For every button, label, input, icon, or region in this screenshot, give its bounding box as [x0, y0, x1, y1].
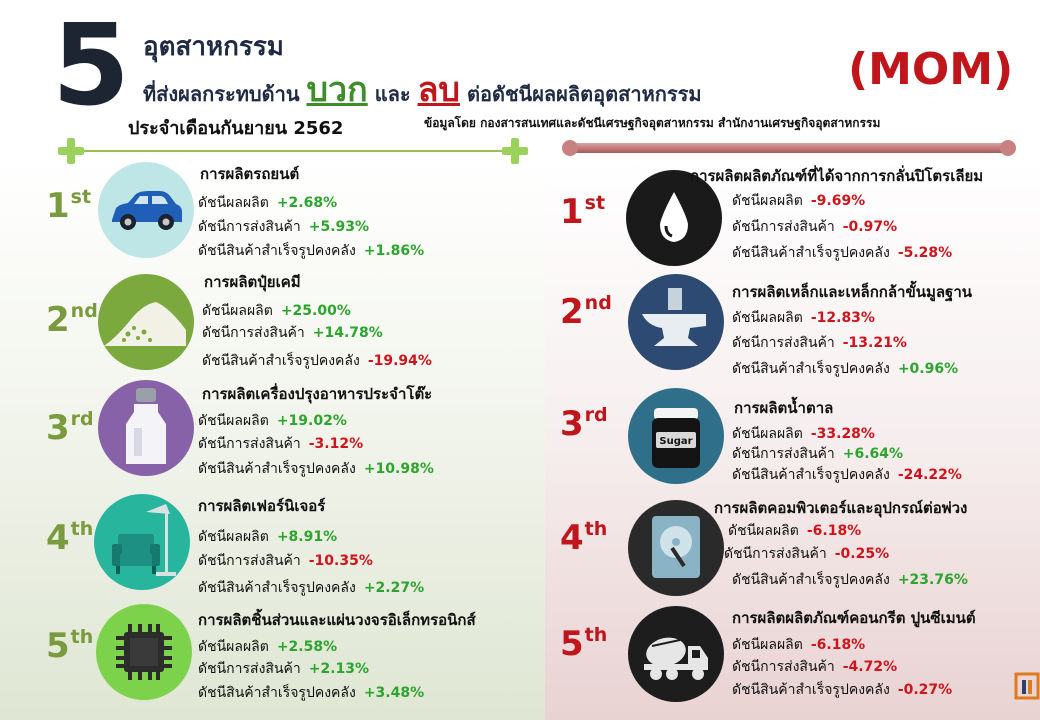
- rank-label: 2nd: [46, 300, 98, 340]
- output-index-line: ดัชนีผลผลิต +19.02%: [198, 413, 347, 429]
- output-index-line: ดัชนีผลผลิต -12.83%: [732, 310, 875, 326]
- inventory-index-line: ดัชนีสินค้าสำเร็จรูปคงคลัง +10.98%: [198, 461, 434, 477]
- shipment-index-line: ดัชนีการส่งสินค้า -0.25%: [724, 546, 890, 562]
- inventory-index-line: ดัชนีสินค้าสำเร็จรูปคงคลัง -5.28%: [732, 245, 953, 261]
- title-post: ต่อดัชนีผลผลิตอุตสาหกรรม: [466, 82, 702, 106]
- item-title: การผลิตชิ้นส่วนและแผ่นวงจรอิเล็กทรอนิกส์: [198, 611, 476, 629]
- output-index-line: ดัชนีผลผลิต -6.18%: [732, 637, 866, 653]
- item-title: การผลิตคอมพิวเตอร์และอุปกรณ์ต่อพ่วง: [714, 499, 968, 517]
- output-index-line: ดัชนีผลผลิต -33.28%: [732, 426, 875, 442]
- negative-word: ลบ: [417, 70, 460, 110]
- shipment-index-line: ดัชนีการส่งสินค้า +5.93%: [198, 219, 370, 235]
- title-conjunction: และ: [374, 82, 411, 106]
- fertilizer-pile-icon: [98, 274, 194, 370]
- cement-mixer-truck-icon: [628, 606, 724, 702]
- item-title: การผลิตผลิตภัณฑ์ที่ได้จากการกลั่นปิโตรเล…: [690, 167, 984, 185]
- item-title: การผลิตเครื่องปรุงอาหารประจำโต๊ะ: [202, 385, 433, 403]
- oil-drop-icon: [626, 170, 722, 266]
- rank-label: 4th: [46, 518, 94, 558]
- microchip-icon: [96, 604, 192, 700]
- sugar-jar-icon: Sugar: [628, 388, 724, 484]
- positive-panel-background: [0, 160, 545, 720]
- rank-label: 5th: [46, 626, 94, 666]
- anvil-icon: [628, 274, 724, 370]
- title-pre: ที่ส่งผลกระทบด้าน: [143, 82, 300, 106]
- inventory-index-line: ดัชนีสินค้าสำเร็จรูปคงคลัง +2.27%: [198, 580, 425, 596]
- inventory-index-line: ดัชนีสินค้าสำเร็จรูปคงคลัง -0.27%: [732, 682, 953, 698]
- rank-label: 3rd: [560, 404, 608, 444]
- item-title: การผลิตปุ๋ยเคมี: [204, 273, 301, 291]
- inventory-index-line: ดัชนีสินค้าสำเร็จรูปคงคลัง +23.76%: [732, 572, 968, 588]
- output-index-line: ดัชนีผลผลิต +25.00%: [202, 303, 351, 319]
- rank-label: 5th: [560, 624, 608, 664]
- rank-label: 2nd: [560, 292, 612, 332]
- output-index-line: ดัชนีผลผลิต +2.68%: [198, 195, 338, 211]
- oie-logo: [1014, 672, 1040, 706]
- title-line1: อุตสาหกรรม: [143, 32, 284, 62]
- output-index-line: ดัชนีผลผลิต +2.58%: [198, 639, 338, 655]
- shipment-index-line: ดัชนีการส่งสินค้า +6.64%: [732, 446, 904, 462]
- period-label: ประจำเดือนกันยายน 2562: [128, 118, 344, 139]
- negative-panel-background: [545, 160, 1040, 720]
- shipment-index-line: ดัชนีการส่งสินค้า -3.12%: [198, 436, 364, 452]
- positive-divider: [60, 150, 520, 152]
- output-index-line: ดัชนีผลผลิต +8.91%: [198, 529, 338, 545]
- item-title: การผลิตผลิตภัณฑ์คอนกรีต ปูนซีเมนต์: [732, 609, 976, 627]
- item-title: การผลิตน้ำตาล: [734, 399, 834, 417]
- plus-icon: [58, 138, 84, 164]
- item-title: การผลิตเหล็กและเหล็กกล้าขั้นมูลฐาน: [732, 283, 973, 301]
- inventory-index-line: ดัชนีสินค้าสำเร็จรูปคงคลัง +3.48%: [198, 685, 425, 701]
- rank-label: 1st: [46, 186, 92, 226]
- mom-badge: (MOM): [848, 44, 1014, 95]
- output-index-line: ดัชนีผลผลิต -9.69%: [732, 193, 866, 209]
- source-note: ข้อมูลโดย กองสารสนเทศและดัชนีเศรษฐกิจอุต…: [424, 116, 881, 130]
- plus-icon: [502, 138, 528, 164]
- inventory-index-line: ดัชนีสินค้าสำเร็จรูปคงคลัง +1.86%: [198, 243, 425, 259]
- jar-label: Sugar: [659, 436, 692, 447]
- condiment-bottle-icon: [98, 380, 194, 476]
- armchair-lamp-icon: [94, 494, 190, 590]
- output-index-line: ดัชนีผลผลิต -6.18%: [728, 523, 862, 539]
- positive-word: บวก: [306, 70, 368, 110]
- inventory-index-line: ดัชนีสินค้าสำเร็จรูปคงคลัง +0.96%: [732, 361, 959, 377]
- hard-disk-icon: [628, 500, 724, 596]
- shipment-index-line: ดัชนีการส่งสินค้า +2.13%: [198, 661, 370, 677]
- shipment-index-line: ดัชนีการส่งสินค้า -13.21%: [732, 335, 907, 351]
- item-title: การผลิตเฟอร์นิเจอร์: [198, 497, 326, 515]
- rank-label: 1st: [560, 192, 606, 232]
- inventory-index-line: ดัชนีสินค้าสำเร็จรูปคงคลัง -24.22%: [732, 467, 962, 483]
- shipment-index-line: ดัชนีการส่งสินค้า +14.78%: [202, 325, 383, 341]
- rank-label: 4th: [560, 518, 608, 558]
- shipment-index-line: ดัชนีการส่งสินค้า -4.72%: [732, 659, 898, 675]
- shipment-index-line: ดัชนีการส่งสินค้า -10.35%: [198, 553, 373, 569]
- title-line2: ที่ส่งผลกระทบด้าน บวก และ ลบ ต่อดัชนีผลผ…: [143, 62, 702, 116]
- minus-divider-icon: [562, 140, 1016, 156]
- big-number: 5: [52, 1, 130, 131]
- item-title: การผลิตรถยนต์: [200, 165, 300, 183]
- inventory-index-line: ดัชนีสินค้าสำเร็จรูปคงคลัง -19.94%: [202, 353, 432, 369]
- shipment-index-line: ดัชนีการส่งสินค้า -0.97%: [732, 219, 898, 235]
- rank-label: 3rd: [46, 408, 94, 448]
- car-icon: [98, 162, 194, 258]
